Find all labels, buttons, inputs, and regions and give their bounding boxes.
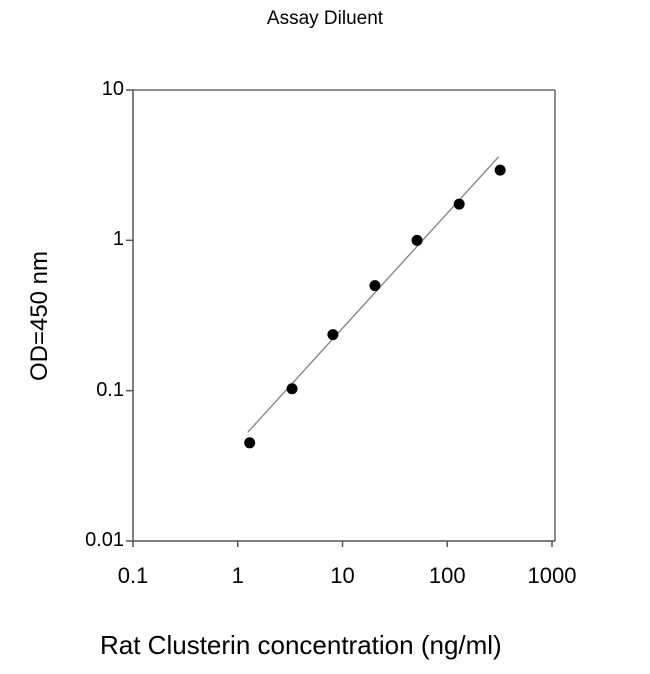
x-tick-label: 10 bbox=[330, 563, 355, 588]
data-point bbox=[453, 198, 465, 210]
data-point bbox=[494, 164, 506, 176]
x-tick-label: 100 bbox=[428, 563, 466, 588]
chart-title: Assay Diluent bbox=[266, 8, 384, 29]
x-tick-label: 1000 bbox=[527, 563, 577, 588]
y-tick-label: 0.01 bbox=[85, 529, 124, 551]
y-axis-ticks bbox=[126, 89, 133, 542]
data-points bbox=[244, 164, 506, 449]
data-point bbox=[244, 437, 256, 449]
data-point bbox=[411, 234, 423, 246]
y-axis-label: OD=450 nm bbox=[26, 250, 53, 382]
y-tick-label: 1 bbox=[112, 228, 124, 251]
data-point bbox=[369, 280, 381, 292]
x-tick-label: 0.1 bbox=[117, 563, 149, 588]
y-tick-label: 10 bbox=[101, 78, 124, 100]
data-point bbox=[327, 329, 339, 341]
x-axis-ticks bbox=[132, 541, 553, 547]
x-axis-label: Rat Clusterin concentration (ng/ml) bbox=[100, 630, 502, 660]
y-tick-label: 0.1 bbox=[96, 378, 124, 401]
fit-line bbox=[247, 156, 500, 433]
x-tick-label: 1 bbox=[231, 563, 244, 588]
data-point bbox=[286, 383, 298, 395]
